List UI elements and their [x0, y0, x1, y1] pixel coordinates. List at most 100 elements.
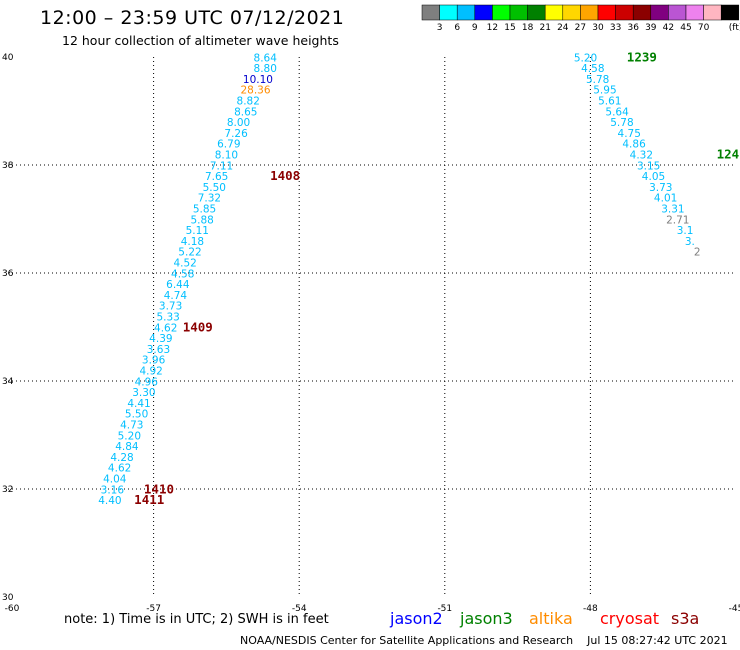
swh-value: 7.65: [205, 171, 228, 183]
y-tick-label: 40: [2, 53, 14, 63]
time-marker: 1411: [134, 492, 164, 507]
colorbar-label: 12: [487, 23, 498, 33]
colorbar-label: 39: [645, 23, 657, 33]
swh-value: 4.58: [581, 63, 604, 75]
swh-value: 6.79: [217, 139, 240, 151]
colorbar-label: 3: [437, 23, 443, 33]
x-tick-label: -48: [583, 604, 598, 614]
swh-value: 5.50: [125, 409, 148, 421]
x-tick-label: -60: [5, 604, 20, 614]
colorbar-swatch: [439, 4, 458, 21]
footnote: note: 1) Time is in UTC; 2) SWH is in fe…: [64, 612, 329, 627]
colorbar-swatch: [474, 4, 493, 21]
swh-value: 28.36: [240, 85, 270, 97]
colorbar-label: 70: [698, 23, 710, 33]
grid-lines: [8, 57, 736, 597]
colorbar-label: 33: [610, 23, 621, 33]
x-tick-label: -57: [146, 604, 161, 614]
swh-value: 4.84: [115, 441, 139, 453]
legend-cryosat: cryosat: [600, 609, 660, 628]
swh-value: 4.75: [618, 128, 641, 140]
legend-jason3: jason3: [460, 609, 513, 628]
swh-value: 3.30: [132, 387, 155, 399]
colorbar-swatch: [492, 4, 511, 21]
time-marker: 1239: [627, 49, 657, 64]
swh-value: 5.88: [190, 214, 213, 226]
colorbar-swatch: [527, 4, 546, 21]
colorbar-swatch: [615, 4, 634, 21]
swh-value: 3.16: [101, 484, 125, 496]
swh-value: 4.39: [149, 333, 172, 345]
swh-value: 3.73: [159, 301, 182, 313]
swh-value: 4.05: [642, 171, 665, 183]
colorbar-label: 21: [539, 23, 550, 33]
swh-value: 4.32: [630, 150, 653, 162]
swh-value: 8.00: [227, 117, 250, 129]
colorbar-swatch: [668, 4, 687, 21]
colorbar-label: 36: [627, 23, 639, 33]
chart-title: 12:00 – 23:59 UTC 07/12/2021: [40, 7, 345, 29]
colorbar-unit: (ft): [729, 23, 740, 33]
swh-value: 5.78: [586, 74, 609, 86]
swh-value: 5.20: [574, 52, 597, 64]
swh-value: 3.31: [661, 204, 684, 216]
swh-value: 2: [694, 247, 701, 259]
credit-line: NOAA/NESDIS Center for Satellite Applica…: [240, 634, 728, 647]
swh-value: 4.86: [622, 139, 646, 151]
swh-value: 5.22: [178, 247, 201, 259]
colorbar-swatch: [456, 4, 476, 21]
time-marker: 124: [717, 147, 740, 162]
legend-altika: altika: [529, 609, 573, 628]
swh-value: 4.62: [154, 322, 177, 334]
swh-value: 2.71: [666, 214, 689, 226]
colorbar-label: 6: [454, 23, 460, 33]
colorbar-label: 42: [663, 23, 674, 33]
colorbar-swatch: [632, 4, 652, 21]
colorbar-label: 30: [592, 23, 604, 33]
swh-value: 3.73: [649, 182, 672, 194]
swh-value: 7.32: [198, 193, 221, 205]
swh-value: 4.96: [135, 376, 159, 388]
time-marker: 1408: [270, 168, 300, 183]
swh-value: 8.80: [254, 63, 277, 75]
swh-value: 8.64: [254, 52, 278, 64]
swh-value: 4.18: [181, 236, 204, 248]
swh-value: 4.62: [108, 463, 131, 475]
swh-value: 5.78: [610, 117, 633, 129]
colorbar-swatch: [720, 4, 740, 21]
x-tick-label: -45: [729, 604, 740, 614]
colorbar-label: 15: [504, 23, 515, 33]
axes: -60 -57 -54 -51 -48 -45 30 32 34 36 38 40: [2, 53, 740, 614]
swh-value: 4.74: [164, 290, 188, 302]
y-tick-label: 38: [2, 161, 14, 171]
swh-value: 3.1: [677, 225, 694, 237]
swh-value: 4.04: [103, 474, 127, 486]
swh-value: 8.10: [215, 150, 238, 162]
swh-value: 5.20: [118, 430, 141, 442]
legend-jason2: jason2: [390, 609, 443, 628]
colorbar-label: 24: [557, 23, 569, 33]
swh-value: 7.11: [210, 160, 233, 172]
swh-value: 5.85: [193, 204, 216, 216]
y-tick-label: 36: [2, 269, 14, 279]
data-points: 8.648.8010.1028.368.828.658.007.266.798.…: [98, 52, 700, 507]
colorbar-label: 27: [575, 23, 586, 33]
time-marker: 1410: [144, 481, 174, 496]
colorbar-swatch: [597, 4, 616, 21]
swh-value: 4.40: [98, 495, 121, 507]
swh-value: 4.28: [110, 452, 133, 464]
swh-value: 4.41: [127, 398, 150, 410]
swh-value: 5.61: [598, 96, 621, 108]
colorbar-label: 9: [472, 23, 478, 33]
swh-value: 3.96: [142, 355, 166, 367]
colorbar-label: 18: [522, 23, 534, 33]
swh-value: 8.65: [234, 106, 257, 118]
swh-value: 4.52: [173, 258, 196, 270]
colorbar-swatch: [562, 4, 581, 21]
swh-value: 3.15: [637, 160, 660, 172]
colorbar-swatch: [685, 4, 704, 21]
timestamp: Jul 15 08:27:42 UTC 2021: [587, 634, 728, 647]
swh-value: 4.73: [120, 420, 143, 432]
